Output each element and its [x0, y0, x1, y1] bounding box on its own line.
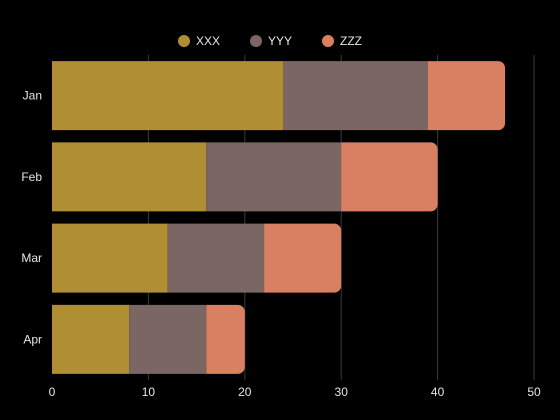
legend-marker-zzz — [322, 35, 334, 47]
chart-bars — [52, 61, 506, 374]
x-tick-label-0: 0 — [49, 385, 56, 399]
x-tick-label-10: 10 — [142, 385, 156, 399]
x-tick-label-30: 30 — [335, 385, 349, 399]
y-tick-label-feb: Feb — [21, 170, 42, 184]
x-axis: 0 10 20 30 40 50 — [49, 385, 541, 399]
bar-mar-zzz — [264, 223, 342, 293]
legend-label-zzz: ZZZ — [340, 34, 362, 48]
bar-feb-xxx — [52, 142, 207, 212]
y-tick-label-jan: Jan — [23, 89, 42, 103]
bar-jan-yyy — [283, 61, 428, 131]
bar-jan-zzz — [427, 61, 506, 131]
bar-feb-zzz — [341, 142, 438, 212]
bar-mar-yyy — [167, 223, 265, 293]
bar-mar-xxx — [52, 223, 168, 293]
bar-jan-xxx — [52, 61, 284, 131]
bar-apr-zzz — [206, 304, 245, 374]
legend-label-yyy: YYY — [268, 34, 292, 48]
bar-apr-yyy — [129, 304, 207, 374]
bar-apr-xxx — [52, 304, 130, 374]
y-axis: Jan Feb Mar Apr — [21, 89, 42, 347]
bar-feb-yyy — [206, 142, 342, 212]
x-tick-label-20: 20 — [238, 385, 252, 399]
legend-label-xxx: XXX — [196, 34, 220, 48]
chart-legend: XXX YYY ZZZ — [178, 34, 362, 48]
x-tick-label-40: 40 — [431, 385, 445, 399]
y-tick-label-apr: Apr — [23, 332, 42, 346]
legend-marker-xxx — [178, 35, 190, 47]
y-tick-label-mar: Mar — [21, 251, 42, 265]
x-tick-label-50: 50 — [527, 385, 541, 399]
legend-marker-yyy — [250, 35, 262, 47]
